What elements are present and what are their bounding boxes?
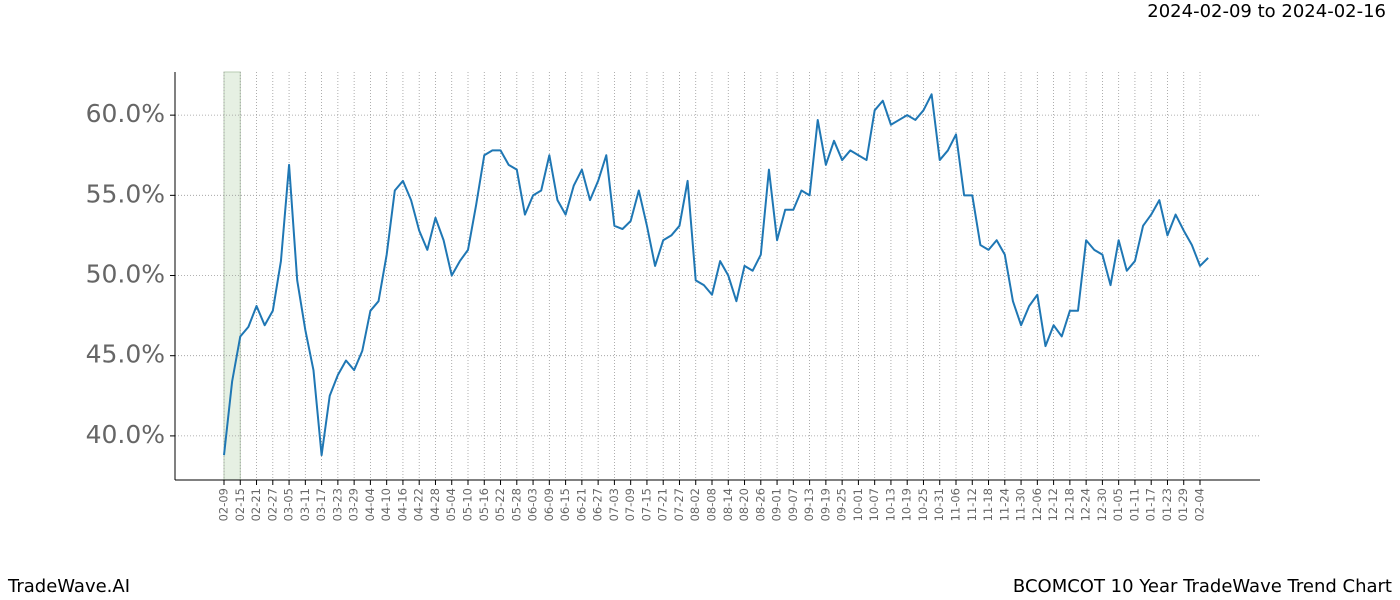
x-tick-label: 11-30 (1014, 488, 1028, 521)
x-tick-label: 07-03 (607, 488, 621, 521)
x-tick-label: 11-12 (965, 488, 979, 521)
x-tick-label: 05-10 (461, 488, 475, 521)
x-tick-label: 06-27 (591, 488, 605, 521)
x-tick-label: 01-05 (1111, 488, 1125, 521)
y-tick-label: 55.0% (86, 179, 165, 208)
x-tick-label: 03-29 (347, 488, 361, 521)
x-tick-label: 08-02 (688, 488, 702, 521)
x-tick-label: 09-07 (786, 488, 800, 521)
x-tick-label: 12-18 (1062, 488, 1076, 521)
x-tick-label: 04-22 (412, 488, 426, 521)
x-tick-label: 05-04 (444, 488, 458, 521)
x-tick-label: 01-29 (1176, 488, 1190, 521)
x-tick-label: 06-21 (574, 488, 588, 521)
x-tick-label: 05-16 (477, 488, 491, 521)
x-tick-label: 11-06 (949, 488, 963, 521)
x-tick-label: 03-11 (298, 488, 312, 521)
x-tick-label: 04-04 (363, 488, 377, 521)
x-tick-label: 01-17 (1144, 488, 1158, 521)
x-tick-label: 02-09 (217, 488, 231, 521)
y-tick-label: 60.0% (86, 99, 165, 128)
x-tick-label: 10-07 (867, 488, 881, 521)
footer-right: BCOMCOT 10 Year TradeWave Trend Chart (1013, 576, 1392, 597)
x-tick-label: 12-24 (1079, 488, 1093, 521)
x-tick-label: 04-10 (379, 488, 393, 521)
x-tick-label: 02-27 (265, 488, 279, 521)
x-tick-label: 11-18 (981, 488, 995, 521)
x-tick-label: 08-20 (737, 488, 751, 521)
x-tick-label: 03-17 (314, 488, 328, 521)
x-tick-label: 08-26 (753, 488, 767, 521)
x-tick-label: 07-15 (639, 488, 653, 521)
x-tick-label: 03-05 (282, 488, 296, 521)
x-tick-label: 09-19 (818, 488, 832, 521)
x-tick-label: 01-23 (1160, 488, 1174, 521)
x-tick-label: 12-06 (1030, 488, 1044, 521)
x-tick-label: 10-01 (851, 488, 865, 521)
x-tick-label: 02-21 (249, 488, 263, 521)
x-tick-label: 02-04 (1193, 488, 1207, 521)
x-tick-label: 12-30 (1095, 488, 1109, 521)
x-tick-label: 09-25 (835, 488, 849, 521)
x-tick-label: 02-15 (233, 488, 247, 521)
x-tick-label: 07-27 (672, 488, 686, 521)
y-tick-label: 40.0% (86, 420, 165, 449)
x-tick-label: 05-22 (493, 488, 507, 521)
x-tick-label: 08-08 (705, 488, 719, 521)
x-tick-label: 09-13 (802, 488, 816, 521)
x-tick-label: 10-19 (900, 488, 914, 521)
footer-left: TradeWave.AI (7, 576, 130, 597)
x-tick-label: 07-21 (656, 488, 670, 521)
x-tick-label: 06-15 (558, 488, 572, 521)
y-tick-label: 50.0% (86, 260, 165, 289)
x-tick-label: 06-09 (542, 488, 556, 521)
chart-title: 2024-02-09 to 2024-02-16 (1147, 1, 1386, 22)
x-tick-label: 08-14 (721, 488, 735, 521)
highlight-band (223, 71, 241, 481)
x-tick-label: 11-24 (997, 488, 1011, 521)
x-tick-label: 12-12 (1046, 488, 1060, 521)
x-tick-label: 09-01 (770, 488, 784, 521)
y-tick-label: 45.0% (86, 340, 165, 369)
x-tick-label: 10-25 (916, 488, 930, 521)
x-tick-label: 07-09 (623, 488, 637, 521)
x-tick-label: 05-28 (509, 488, 523, 521)
series-line (223, 93, 1209, 457)
x-tick-label: 10-13 (883, 488, 897, 521)
x-tick-label: 01-11 (1127, 488, 1141, 521)
x-tick-label: 03-23 (330, 488, 344, 521)
x-tick-label: 10-31 (932, 488, 946, 521)
x-tick-label: 04-28 (428, 488, 442, 521)
x-tick-label: 06-03 (526, 488, 540, 521)
x-tick-label: 04-16 (395, 488, 409, 521)
